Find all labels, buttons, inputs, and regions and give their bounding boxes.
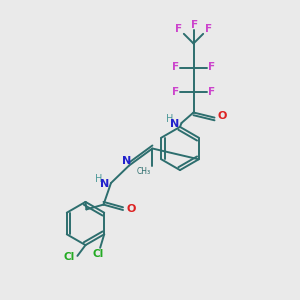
Text: N: N [170, 118, 179, 129]
Text: F: F [190, 20, 198, 29]
Text: F: F [172, 86, 179, 97]
Text: O: O [127, 204, 136, 214]
Text: N: N [122, 156, 131, 166]
Text: CH₃: CH₃ [136, 167, 151, 176]
Text: F: F [208, 86, 215, 97]
Text: F: F [175, 24, 182, 34]
Text: Cl: Cl [92, 249, 103, 260]
Text: F: F [208, 62, 215, 73]
Text: N: N [100, 179, 109, 189]
Text: H: H [166, 114, 173, 124]
Text: F: F [172, 62, 179, 73]
Text: F: F [205, 24, 212, 34]
Text: H: H [95, 174, 103, 184]
Text: O: O [218, 111, 227, 121]
Text: Cl: Cl [63, 252, 75, 262]
